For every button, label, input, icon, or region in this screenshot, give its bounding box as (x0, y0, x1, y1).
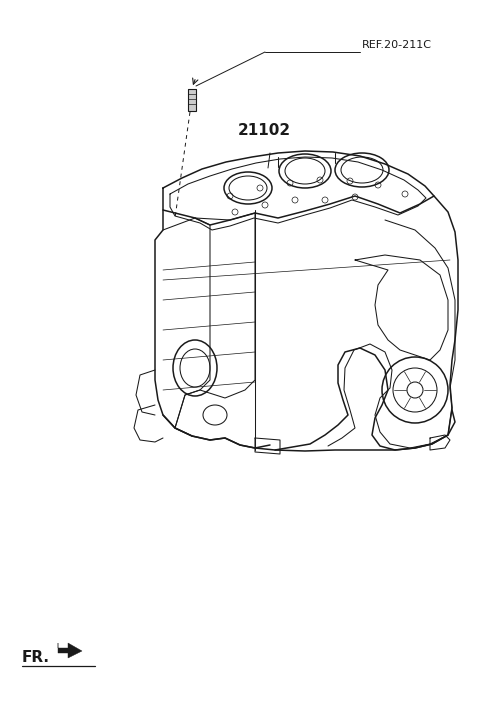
Text: FR.: FR. (22, 651, 50, 665)
Text: 21102: 21102 (238, 123, 291, 138)
Polygon shape (58, 643, 82, 658)
Text: REF.20-211C: REF.20-211C (362, 40, 432, 50)
FancyBboxPatch shape (188, 89, 196, 111)
